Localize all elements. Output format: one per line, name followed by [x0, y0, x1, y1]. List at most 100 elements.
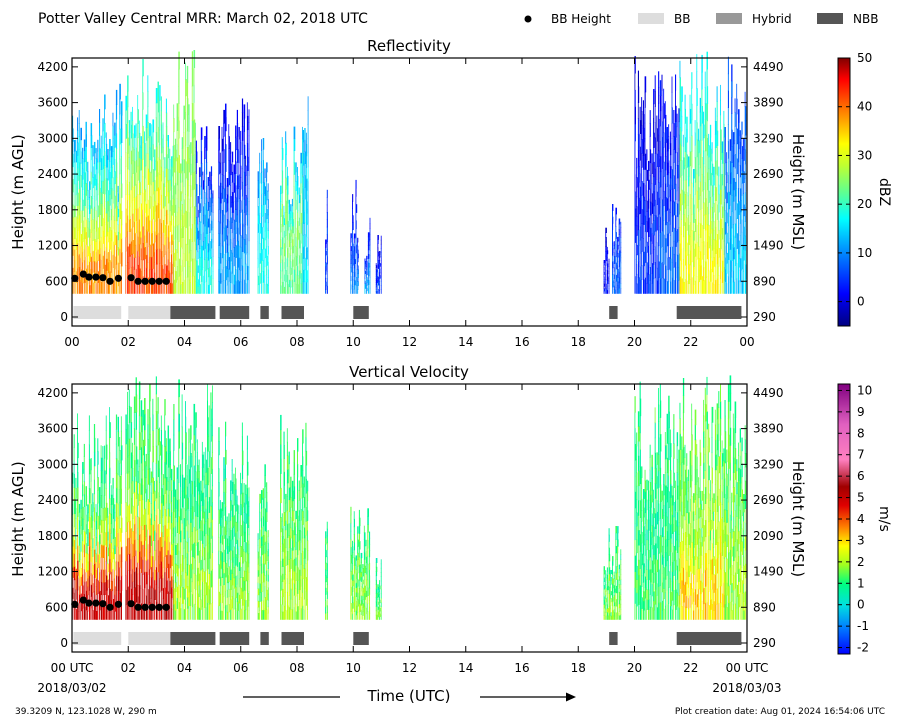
legend-label: NBB — [853, 12, 878, 26]
echo-cell — [112, 151, 114, 165]
echo-cell — [130, 267, 132, 281]
echo-cell — [183, 239, 185, 254]
echo-cell — [744, 192, 746, 208]
echo-cell — [304, 246, 306, 259]
echo-cell — [109, 482, 110, 499]
echo-cell — [653, 220, 655, 236]
echo-cell — [73, 460, 75, 475]
echo-cell — [135, 532, 137, 551]
echo-cell — [724, 257, 726, 271]
echo-cell — [115, 118, 117, 134]
echo-cell — [154, 200, 156, 212]
echo-cell — [109, 467, 111, 484]
echo-cell — [95, 504, 97, 513]
echo-cell — [90, 481, 92, 494]
echo-cell — [140, 541, 143, 558]
echo-cell — [636, 254, 637, 265]
echo-cell — [73, 140, 76, 152]
echo-cell — [204, 225, 206, 238]
echo-cell — [120, 459, 122, 475]
echo-cell — [288, 199, 290, 208]
echo-cell — [613, 274, 615, 279]
echo-cell — [95, 578, 97, 587]
echo-cell — [285, 200, 287, 213]
echo-cell — [120, 445, 123, 461]
echo-cell — [193, 102, 195, 121]
echo-cell — [115, 206, 118, 222]
echo-cell — [691, 151, 693, 168]
echo-cell — [241, 436, 243, 452]
echo-cell — [82, 230, 84, 242]
echo-cell — [288, 535, 291, 548]
echo-cell — [661, 246, 663, 263]
echo-cell — [107, 179, 109, 191]
echo-cell — [218, 440, 220, 456]
echo-cell — [300, 152, 302, 164]
echo-cell — [186, 508, 188, 521]
echo-cell — [180, 256, 181, 266]
echo-cell — [159, 263, 161, 279]
echo-cell — [128, 132, 130, 146]
echo-cell — [196, 465, 199, 479]
echo-cell — [641, 195, 643, 210]
echo-cell — [202, 275, 204, 286]
echo-cell — [615, 219, 617, 227]
echo-cell — [353, 263, 355, 269]
echo-cell — [726, 152, 728, 163]
echo-cell — [77, 589, 78, 606]
echo-cell — [353, 246, 356, 252]
echo-cell — [110, 167, 113, 179]
echo-cell — [379, 263, 381, 267]
echo-cell — [291, 579, 293, 591]
echo-cell — [293, 245, 295, 259]
echo-cell — [85, 256, 87, 270]
echo-cell — [138, 415, 140, 433]
echo-cell — [280, 224, 282, 233]
echo-cell — [743, 160, 744, 172]
echo-cell — [193, 241, 195, 260]
echo-cell — [732, 189, 735, 202]
echo-cell — [207, 193, 209, 203]
echo-cell — [221, 602, 223, 612]
echo-cell — [155, 102, 157, 118]
echo-cell — [267, 568, 269, 576]
echo-cell — [78, 536, 80, 546]
echo-cell — [196, 490, 199, 505]
echo-cell — [280, 193, 282, 202]
echo-cell — [107, 595, 110, 604]
echo-cell — [200, 579, 202, 591]
echo-cell — [353, 237, 355, 243]
echo-cell — [721, 174, 724, 186]
reflectivity-title: Reflectivity — [367, 37, 451, 55]
echo-cell — [205, 533, 207, 547]
echo-cell — [620, 272, 622, 279]
echo-cell — [236, 557, 238, 567]
echo-cell — [178, 68, 180, 87]
echo-cell — [300, 575, 302, 587]
echo-cell — [135, 208, 137, 221]
echo-cell — [190, 577, 192, 592]
echo-cell — [704, 166, 706, 183]
echo-cell — [644, 122, 646, 139]
echo-cell — [154, 169, 155, 181]
echo-cell — [102, 606, 104, 620]
echo-cell — [193, 258, 195, 277]
echo-cell — [291, 246, 294, 254]
echo-cell — [102, 582, 104, 596]
echo-cell — [295, 565, 297, 574]
echo-cell — [302, 176, 304, 189]
echo-cell — [644, 153, 647, 170]
echo-cell — [219, 243, 221, 254]
echo-cell — [653, 191, 655, 207]
echo-cell — [186, 212, 188, 229]
echo-cell — [673, 214, 675, 229]
echo-cell — [732, 155, 735, 168]
echo-cell — [231, 242, 233, 254]
echo-cell — [174, 498, 177, 509]
echo-cell — [191, 224, 193, 242]
echo-cell — [286, 578, 288, 593]
echo-cell — [235, 608, 237, 620]
echo-cell — [110, 561, 112, 572]
echo-cell — [78, 602, 80, 612]
echo-cell — [107, 241, 109, 253]
